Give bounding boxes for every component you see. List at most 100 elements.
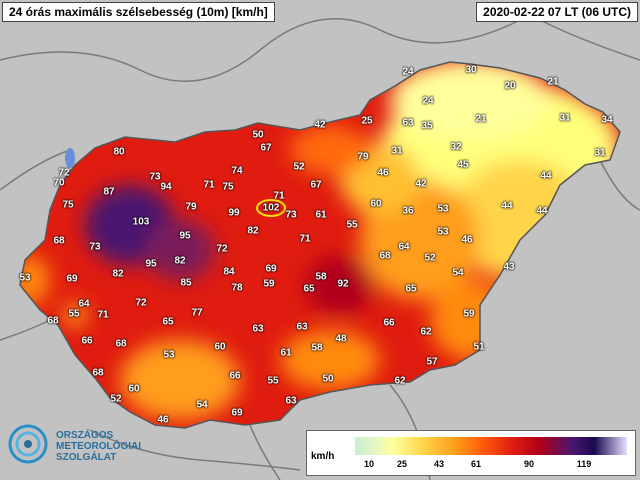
station-value: 44 — [501, 200, 513, 212]
station-value: 46 — [461, 234, 473, 246]
station-value: 60 — [214, 341, 226, 353]
station-value: 82 — [112, 268, 124, 280]
station-value: 69 — [231, 407, 243, 419]
station-value: 71 — [273, 190, 285, 202]
station-value: 71 — [203, 179, 215, 191]
max-station-highlight — [256, 199, 286, 217]
station-value: 73 — [285, 209, 297, 221]
station-value: 46 — [377, 167, 389, 179]
station-value: 34 — [601, 114, 613, 126]
legend-color-bar — [355, 437, 627, 455]
station-value: 53 — [19, 272, 31, 284]
station-value: 73 — [149, 171, 161, 183]
legend-tick: 43 — [433, 459, 445, 469]
station-value: 75 — [62, 199, 74, 211]
station-value: 63 — [402, 117, 414, 129]
station-value: 87 — [103, 186, 115, 198]
legend-tick: 25 — [396, 459, 408, 469]
station-value: 55 — [267, 375, 279, 387]
station-value: 62 — [420, 326, 432, 338]
station-value: 66 — [81, 335, 93, 347]
station-value: 72 — [216, 243, 228, 255]
station-value: 82 — [247, 225, 259, 237]
station-value: 53 — [437, 203, 449, 215]
station-value: 54 — [452, 267, 464, 279]
station-value: 95 — [145, 258, 157, 270]
station-value: 44 — [540, 170, 552, 182]
station-value: 24 — [402, 66, 414, 78]
station-value: 52 — [424, 252, 436, 264]
legend-unit: km/h — [311, 451, 335, 462]
station-value: 79 — [357, 151, 369, 163]
station-value: 52 — [110, 393, 122, 405]
station-value: 68 — [379, 250, 391, 262]
station-value: 65 — [405, 283, 417, 295]
station-value: 21 — [547, 76, 559, 88]
station-value: 53 — [437, 226, 449, 238]
station-value: 85 — [180, 277, 192, 289]
station-value: 31 — [594, 147, 606, 159]
station-value: 68 — [92, 367, 104, 379]
color-legend: km/h 10 25 43 61 90 119 — [306, 430, 636, 476]
station-value: 94 — [160, 181, 172, 193]
station-value: 31 — [391, 145, 403, 157]
station-value: 64 — [398, 241, 410, 253]
station-value: 62 — [394, 375, 406, 387]
station-value: 53 — [163, 349, 175, 361]
station-value: 50 — [252, 129, 264, 141]
station-value: 58 — [311, 342, 323, 354]
station-value: 46 — [157, 414, 169, 426]
station-value: 63 — [296, 321, 308, 333]
station-value: 72 — [58, 167, 70, 179]
station-value: 24 — [422, 95, 434, 107]
station-value: 21 — [475, 113, 487, 125]
station-value: 42 — [415, 178, 427, 190]
station-value: 31 — [559, 112, 571, 124]
station-value: 73 — [89, 241, 101, 253]
legend-tick: 90 — [523, 459, 535, 469]
station-value: 48 — [335, 333, 347, 345]
station-value: 44 — [536, 205, 548, 217]
station-value: 79 — [185, 201, 197, 213]
station-value: 75 — [222, 181, 234, 193]
station-value: 25 — [361, 115, 373, 127]
station-value: 55 — [68, 308, 80, 320]
station-value: 51 — [473, 341, 485, 353]
legend-tick: 119 — [576, 459, 592, 469]
logo-line-1: ORSZÁGOS — [56, 430, 114, 441]
station-value: 65 — [303, 283, 315, 295]
station-value: 63 — [285, 395, 297, 407]
station-value: 63 — [252, 323, 264, 335]
legend-tick: 61 — [470, 459, 482, 469]
station-value: 102 — [262, 202, 280, 214]
country-outline — [19, 61, 621, 429]
station-value: 55 — [346, 219, 358, 231]
station-value: 61 — [280, 347, 292, 359]
station-value: 60 — [128, 383, 140, 395]
station-value: 59 — [463, 308, 475, 320]
station-value: 43 — [503, 261, 515, 273]
station-value: 78 — [231, 282, 243, 294]
station-value: 54 — [196, 399, 208, 411]
station-value: 42 — [314, 119, 326, 131]
station-value: 70 — [53, 177, 65, 189]
station-value: 82 — [174, 255, 186, 267]
station-value: 68 — [47, 315, 59, 327]
station-value: 30 — [465, 64, 477, 76]
station-value: 95 — [179, 230, 191, 242]
station-value: 69 — [66, 273, 78, 285]
logo-line-2: METEOROLÓGIAI — [56, 441, 141, 452]
station-value: 103 — [132, 216, 150, 228]
station-value: 77 — [191, 307, 203, 319]
legend-tick: 10 — [363, 459, 375, 469]
station-value: 64 — [78, 298, 90, 310]
country-borders — [0, 18, 640, 480]
logo-swirl-icon — [8, 424, 48, 464]
station-value: 68 — [115, 338, 127, 350]
station-value: 36 — [402, 205, 414, 217]
station-value: 20 — [504, 80, 516, 92]
station-value: 60 — [370, 198, 382, 210]
station-value: 67 — [260, 142, 272, 154]
station-value: 66 — [229, 370, 241, 382]
station-value: 52 — [293, 161, 305, 173]
